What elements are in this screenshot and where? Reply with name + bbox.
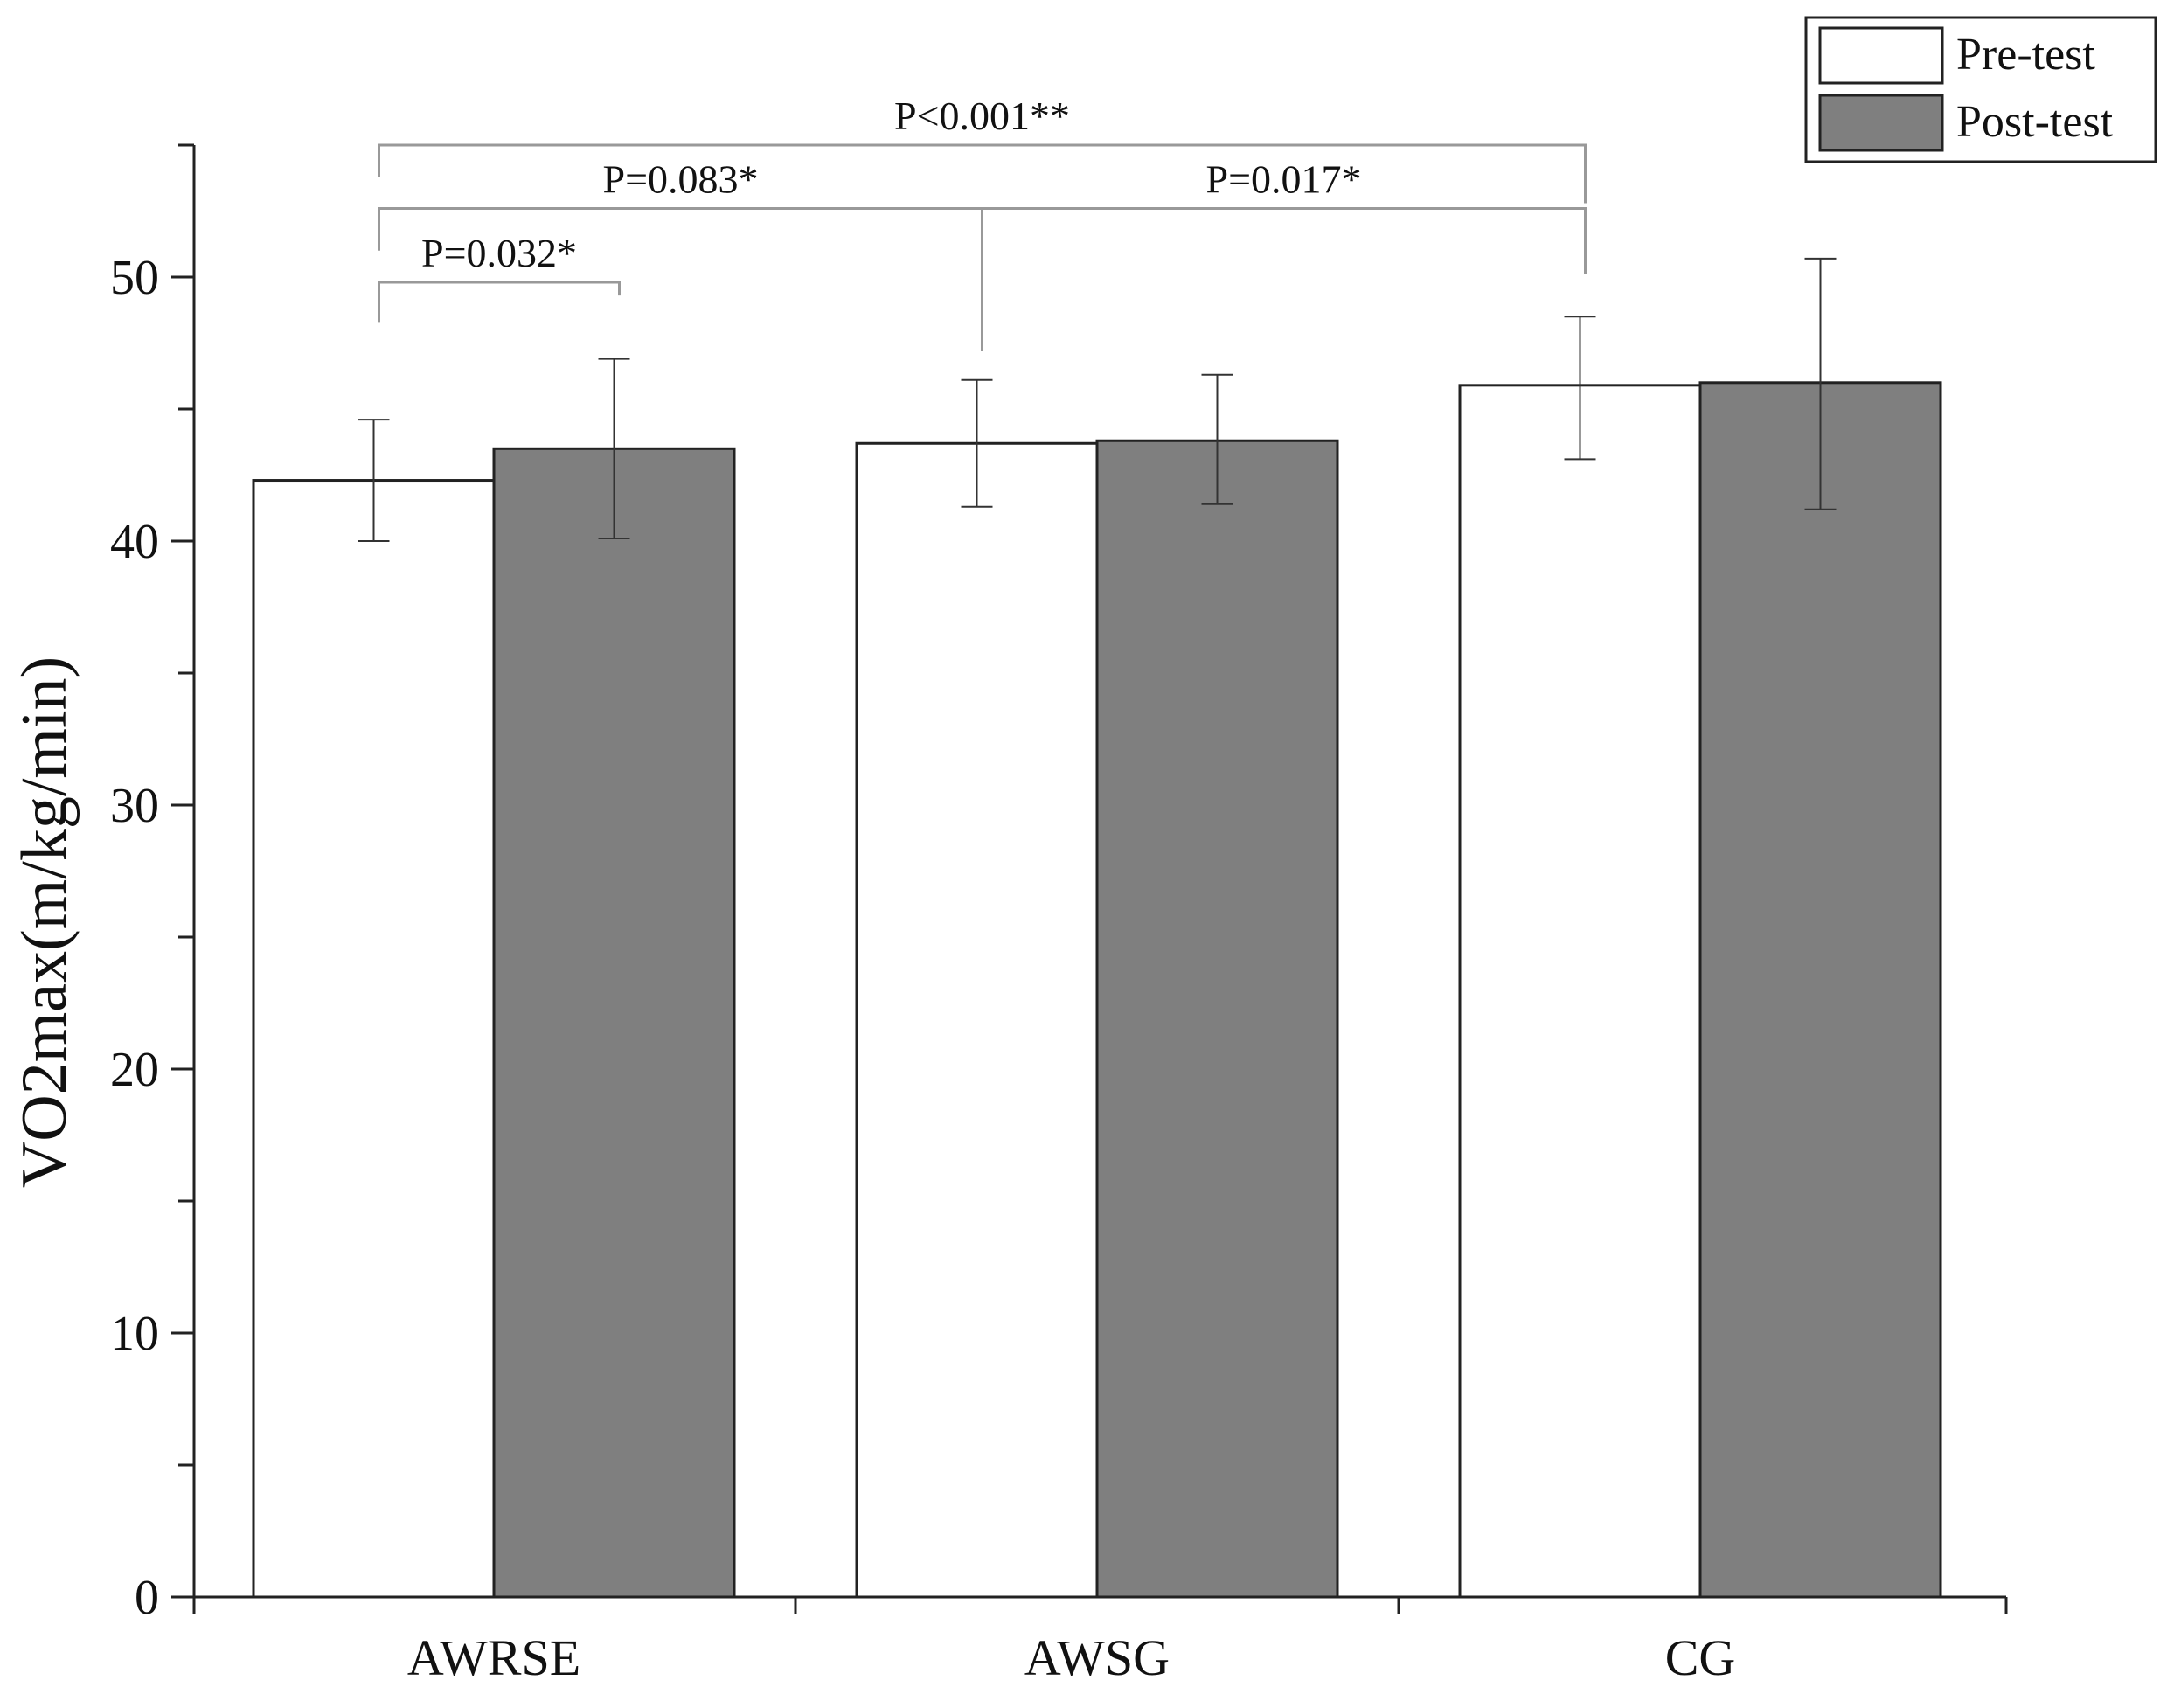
significance-bracket (378, 281, 621, 323)
y-tick-label: 40 (110, 515, 159, 569)
significance-brackets: P=0.032* P=0.083* P=0.017* P<0.001** (378, 94, 1587, 351)
legend-label: Pre-test (1956, 30, 2095, 80)
significance-bracket (378, 143, 1587, 204)
significance-bracket (378, 206, 983, 351)
bar (1458, 384, 1702, 1599)
x-tick-label: AWRSE (407, 1629, 580, 1686)
significance-bracket (981, 206, 1587, 351)
legend: Pre-test Post-test (1804, 16, 2157, 163)
p-value-label: P=0.017* (1205, 156, 1361, 201)
bar (252, 479, 496, 1599)
y-tick-label: 30 (110, 779, 159, 833)
y-tick-label: 50 (110, 251, 159, 305)
x-tick-label: AWSG (1024, 1629, 1170, 1686)
bar (1095, 439, 1339, 1599)
bar (855, 441, 1099, 1599)
legend-swatch (1818, 26, 1944, 85)
legend-swatch (1818, 94, 1944, 152)
bar (492, 447, 736, 1599)
x-tick-label: CG (1665, 1629, 1736, 1686)
legend-label: Post-test (1956, 97, 2114, 147)
bars (252, 381, 1942, 1599)
y-axis-label: VO2max(m/kg/min) (9, 656, 80, 1188)
y-tick-label: 20 (110, 1043, 159, 1097)
p-value-label: P<0.001** (894, 94, 1070, 138)
error-bars (358, 257, 1837, 542)
p-value-label: P=0.083* (602, 156, 758, 201)
y-tick-label: 10 (110, 1307, 159, 1361)
bar (1698, 381, 1942, 1599)
y-tick-label: 0 (135, 1571, 159, 1625)
p-value-label: P=0.032* (421, 231, 577, 275)
axes: 0 10 20 30 40 50 AWRSE AWSG CG (110, 143, 2008, 1686)
